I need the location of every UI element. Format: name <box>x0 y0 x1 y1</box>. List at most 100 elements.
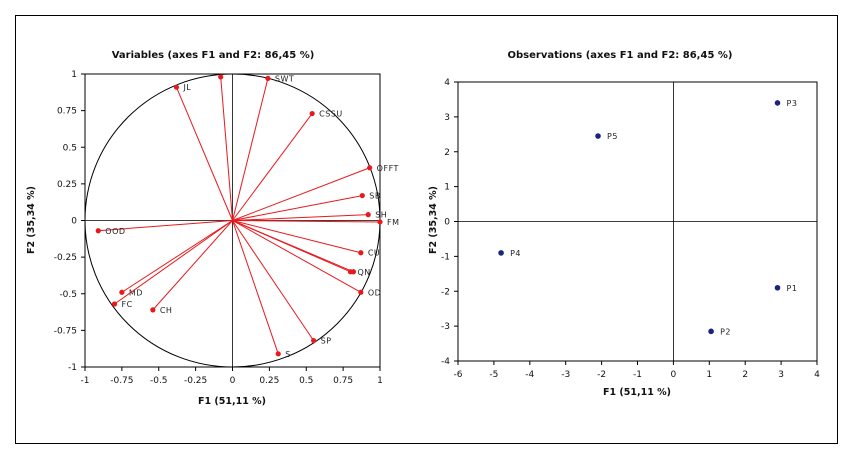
variables-x-axis-label: F1 (51,11 %) <box>198 396 266 407</box>
variable-point <box>265 75 271 81</box>
variable-point <box>358 289 364 295</box>
variable-label: SH <box>375 211 387 220</box>
observation-point <box>708 328 714 335</box>
variable-vector <box>232 113 313 221</box>
variable-point <box>377 219 383 225</box>
variable-label: SP <box>321 337 332 346</box>
y-tick-label: 1 <box>71 70 77 80</box>
y-tick-label: -1 <box>441 252 450 262</box>
variable-label: FC <box>122 300 133 309</box>
observations-x-axis-label: F1 (51,11 %) <box>603 387 671 398</box>
x-tick-label: -6 <box>454 370 463 380</box>
x-tick-label: 0 <box>671 370 677 380</box>
observation-point <box>498 250 504 256</box>
figure-frame <box>15 15 838 444</box>
variable-label: MD <box>129 288 143 297</box>
variable-point <box>350 269 357 275</box>
variable-label: SWT <box>275 74 294 83</box>
x-tick-label: 4 <box>814 370 820 380</box>
x-tick-label: 2 <box>742 370 748 380</box>
variables-y-axis-label: F2 (35,34 %) <box>26 186 37 254</box>
x-tick-label: 3 <box>778 370 784 380</box>
variable-vector <box>232 220 354 273</box>
variable-point <box>365 212 371 218</box>
y-tick-label: -0.25 <box>54 253 77 263</box>
variable-label: OFFT <box>377 164 399 173</box>
variables-title: Variables (axes F1 and F2: 86,45 %) <box>112 50 315 61</box>
variables-panel: Variables (axes F1 and F2: 86,45 %) -1 -0… <box>26 50 400 407</box>
y-tick-label: 2 <box>444 148 450 158</box>
variable-label: FM <box>387 218 400 227</box>
observation-point <box>774 284 781 291</box>
variable-point <box>275 351 281 357</box>
y-tick-label: -2 <box>441 287 450 297</box>
x-tick-label: 1 <box>706 370 712 380</box>
x-tick-label: 1 <box>377 376 383 386</box>
variable-label: SB <box>369 192 381 201</box>
variable-label: CU <box>368 249 380 258</box>
y-tick-label: 3 <box>444 113 450 123</box>
variable-vector <box>152 220 233 311</box>
x-tick-label: 0.25 <box>259 376 279 386</box>
variable-point <box>218 74 224 80</box>
y-tick-label: 1 <box>444 183 450 193</box>
variable-vector <box>121 220 233 293</box>
variable-vector <box>232 167 370 221</box>
variable-point <box>358 250 364 256</box>
variable-vector <box>232 78 269 221</box>
y-tick-label: -0.5 <box>59 290 77 300</box>
observation-label: P2 <box>720 327 731 336</box>
variable-point <box>309 110 315 117</box>
y-tick-label: -0.75 <box>54 326 77 336</box>
x-tick-label: -1 <box>633 370 642 380</box>
variable-vector <box>232 195 363 221</box>
variable-vector <box>232 220 381 223</box>
variable-vector <box>175 86 233 221</box>
variable-vector <box>220 76 233 221</box>
observations-y-axis-label: F2 (35,34 %) <box>428 186 439 254</box>
variable-label: CH <box>160 306 173 315</box>
variable-vector <box>232 214 369 221</box>
observation-label: P5 <box>607 132 618 141</box>
observation-point <box>595 133 601 139</box>
variable-point <box>311 338 317 344</box>
variable-label: S <box>285 350 291 359</box>
variable-label: OD <box>368 288 381 297</box>
y-tick-label: 4 <box>444 78 450 88</box>
x-tick-label: -0.75 <box>110 376 133 386</box>
variable-point <box>111 301 118 307</box>
variable-vector <box>114 220 233 305</box>
observation-label: P4 <box>510 249 521 258</box>
y-tick-label: 0 <box>444 218 450 228</box>
variable-vector <box>232 220 279 354</box>
observation-label: P1 <box>787 284 798 293</box>
variable-vector <box>232 220 315 341</box>
observation-label: P3 <box>787 99 798 108</box>
x-tick-label: -0.5 <box>150 376 168 386</box>
variable-vector <box>232 220 361 254</box>
variable-label: OOD <box>105 227 125 236</box>
y-tick-label: 0.25 <box>57 180 77 190</box>
variable-point <box>150 307 156 313</box>
x-tick-label: 0 <box>230 376 236 386</box>
x-tick-label: 0.5 <box>299 376 313 386</box>
y-tick-label: -4 <box>441 357 450 367</box>
y-tick-label: -1 <box>68 363 77 373</box>
x-tick-label: -2 <box>597 370 606 380</box>
variable-label: CSSU <box>319 110 343 119</box>
observations-title: Observations (axes F1 and F2: 86,45 %) <box>508 50 733 61</box>
variable-point <box>95 228 101 234</box>
variable-point <box>173 84 180 90</box>
variable-vector <box>98 220 233 232</box>
y-tick-label: 0.5 <box>63 143 77 153</box>
variable-vector <box>232 220 362 293</box>
y-tick-label: 0.75 <box>57 107 77 117</box>
observation-point <box>774 100 781 106</box>
observations-panel: Observations (axes F1 and F2: 86,45 %) -… <box>428 50 820 398</box>
x-tick-label: -1 <box>81 376 90 386</box>
y-tick-label: 0 <box>71 217 77 227</box>
x-tick-label: -4 <box>525 370 534 380</box>
variable-point <box>119 289 125 295</box>
variable-point <box>367 165 373 171</box>
